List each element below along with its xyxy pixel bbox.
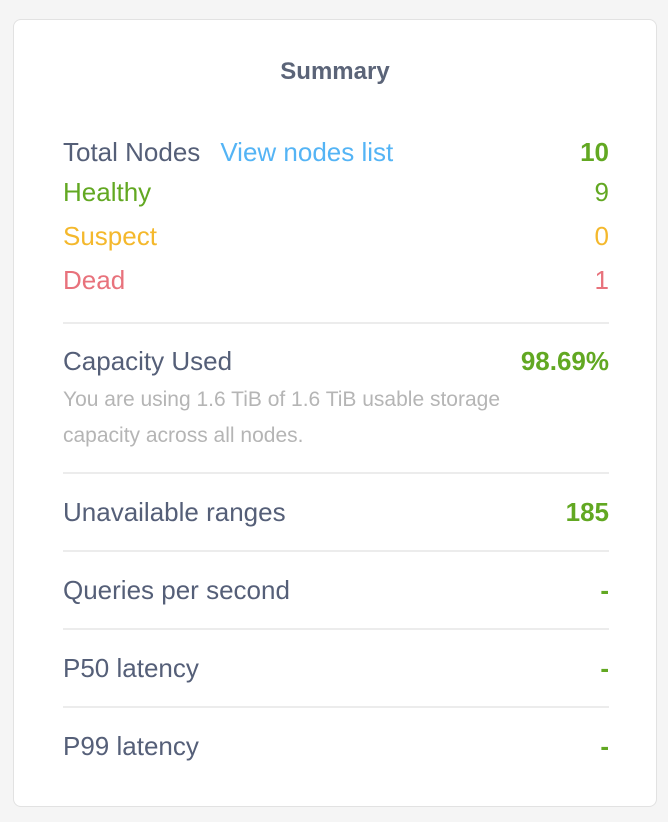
healthy-label: Healthy — [63, 176, 152, 207]
dead-row: Dead 1 — [63, 264, 609, 296]
metric-value: - — [600, 730, 609, 761]
suspect-value: 0 — [594, 220, 609, 251]
divider — [63, 550, 609, 552]
healthy-row: Healthy 9 — [63, 176, 609, 208]
divider — [63, 628, 609, 630]
metric-label: Unavailable ranges — [63, 496, 286, 527]
dead-label: Dead — [63, 264, 126, 295]
metric-label: Queries per second — [63, 574, 290, 605]
total-nodes-value: 10 — [580, 136, 609, 167]
capacity-value: 98.69% — [520, 345, 609, 376]
divider — [63, 322, 609, 324]
summary-card: Summary Total Nodes View nodes list 10 He… — [13, 19, 657, 807]
total-nodes-row: Total Nodes View nodes list 10 — [63, 136, 609, 168]
metric-row-queries-per-second: Queries per second - — [63, 574, 609, 606]
metric-row-unavailable-ranges: Unavailable ranges 185 — [63, 496, 609, 528]
summary-title: Summary — [280, 58, 390, 85]
suspect-row: Suspect 0 — [63, 220, 609, 252]
metric-value: 185 — [565, 496, 609, 527]
metric-value: - — [600, 652, 609, 683]
divider — [63, 706, 609, 708]
metric-label: P50 latency — [63, 652, 199, 683]
capacity-description: You are using 1.6 TiB of 1.6 TiB usable … — [63, 388, 501, 447]
dead-value: 1 — [594, 264, 609, 295]
total-nodes-label: Total Nodes — [63, 136, 201, 167]
metric-label: P99 latency — [63, 730, 199, 761]
metric-row-p99-latency: P99 latency - — [63, 730, 609, 762]
metric-value: - — [600, 574, 609, 605]
capacity-row: Capacity Used 98.69% — [63, 345, 609, 377]
healthy-value: 9 — [594, 176, 609, 207]
view-nodes-list-link[interactable]: View nodes list — [220, 136, 394, 167]
suspect-label: Suspect — [63, 220, 157, 251]
divider — [63, 472, 609, 474]
capacity-label: Capacity Used — [63, 345, 233, 376]
metric-row-p50-latency: P50 latency - — [63, 652, 609, 684]
